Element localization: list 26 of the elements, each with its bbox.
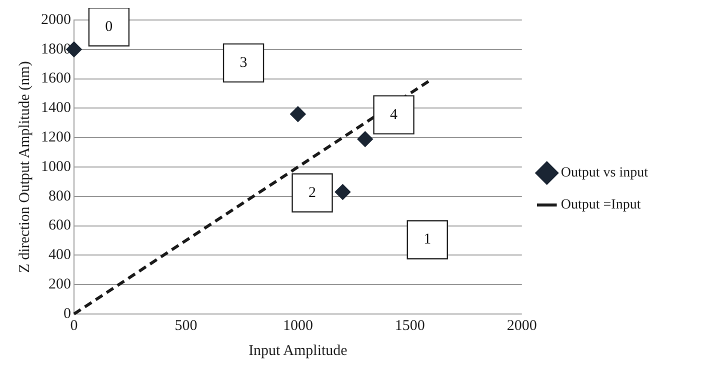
- y-tick-label: 800: [48, 188, 71, 204]
- y-tick-label: 600: [48, 218, 71, 234]
- legend-label: Output vs input: [560, 166, 648, 181]
- x-tick-label: 2000: [506, 318, 537, 334]
- annotation: 4: [390, 106, 398, 123]
- y-tick-label: 200: [48, 276, 71, 293]
- x-tick-label: 1500: [394, 318, 425, 334]
- y-axis-title: Z direction Output Amplitude (nm): [16, 61, 33, 273]
- y-tick-label: 1600: [41, 70, 71, 87]
- annotation: 1: [424, 232, 432, 248]
- point: [290, 106, 306, 122]
- y-tick-label: 1000: [41, 158, 71, 175]
- x-tick-label: 500: [174, 318, 198, 334]
- point: [335, 184, 350, 200]
- y-tick-label: 1400: [41, 100, 71, 116]
- point: [358, 132, 373, 147]
- x-tick-label: 1000: [282, 318, 313, 334]
- annotation: 2: [308, 184, 316, 201]
- y-tick-label: 2000: [41, 12, 71, 28]
- y-tick-label: 400: [48, 247, 71, 264]
- y-tick-label: 1200: [41, 130, 71, 146]
- annotation: 3: [240, 54, 248, 71]
- y-tick-label: 0: [64, 306, 71, 322]
- annotation: 0: [105, 18, 113, 35]
- legend-label: Output =Input: [560, 198, 641, 213]
- x-axis-title: Input Amplitude: [248, 342, 348, 359]
